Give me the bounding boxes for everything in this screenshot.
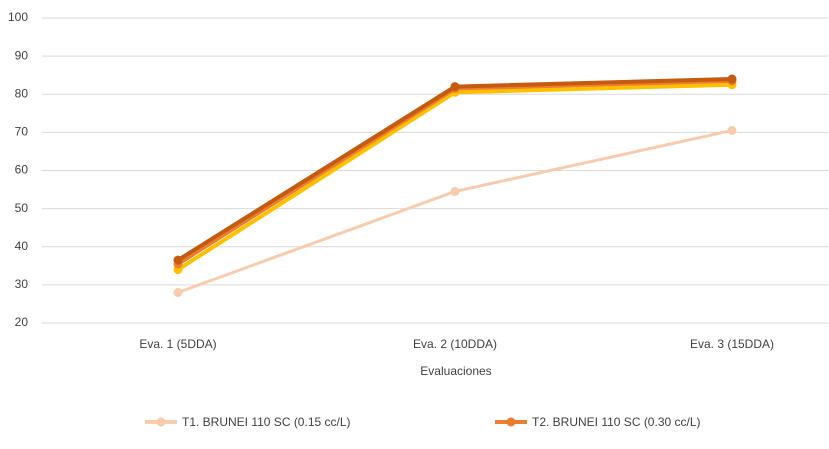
series-line <box>176 82 733 272</box>
legend-label: T2. BRUNEI 110 SC (0.30 cc/L) <box>532 415 701 429</box>
y-tick-label: 100 <box>8 10 28 24</box>
x-tick-label: Eva. 2 (10DDA) <box>413 337 497 351</box>
x-tick-label: Eva. 3 (15DDA) <box>690 337 774 351</box>
legend-label: T1. BRUNEI 110 SC (0.15 cc/L) <box>182 415 351 429</box>
x-axis-title: Evaluaciones <box>420 364 491 378</box>
x-tick-label: Eva. 1 (5DDA) <box>139 337 216 351</box>
y-tick-label: 60 <box>15 163 29 177</box>
y-tick-label: 80 <box>15 86 29 100</box>
point <box>450 186 460 196</box>
point <box>173 288 183 297</box>
point <box>727 74 737 84</box>
legend-marker <box>506 417 516 427</box>
y-tick-label: 70 <box>15 125 29 139</box>
legend-marker <box>156 417 166 427</box>
y-tick-label: 50 <box>15 201 29 215</box>
y-tick-label: 40 <box>15 239 29 253</box>
point <box>173 255 183 265</box>
series-line <box>176 77 733 262</box>
point <box>450 82 460 92</box>
y-tick-label: 30 <box>15 277 29 291</box>
y-tick-label: 20 <box>15 315 29 329</box>
y-tick-label: 90 <box>15 48 29 62</box>
point <box>727 125 737 135</box>
series-line <box>176 78 733 266</box>
